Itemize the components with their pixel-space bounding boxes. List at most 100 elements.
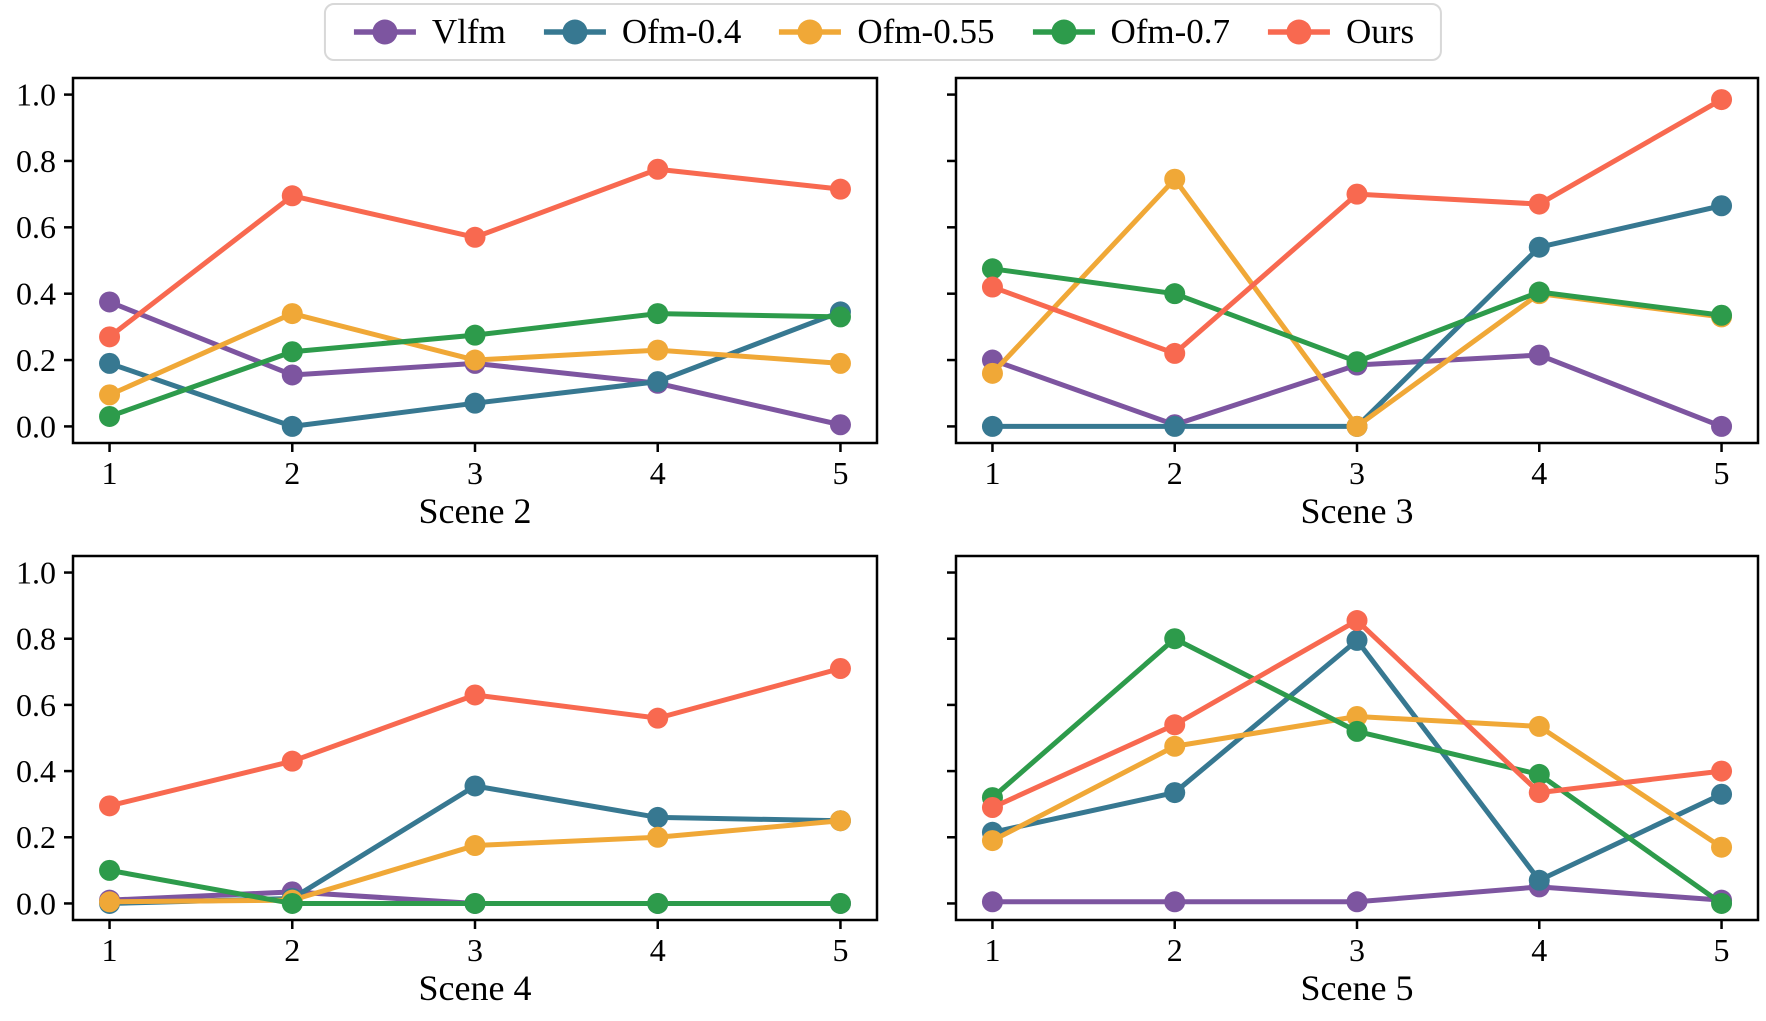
data-point-ofm-0.7: [464, 892, 486, 914]
data-point-vlfm: [1528, 344, 1550, 366]
data-point-ours: [1711, 760, 1733, 782]
x-tick-label: 5: [832, 932, 848, 968]
legend-entry-ofm-055: Ofm-0.55: [777, 13, 994, 51]
data-point-vlfm: [99, 291, 121, 313]
legend-label: Ofm-0.55: [857, 12, 995, 51]
data-point-ours: [464, 684, 486, 706]
series-line-ours: [107, 166, 843, 340]
x-tick-label: 2: [1167, 932, 1183, 968]
data-point-ofm-0.55: [1346, 415, 1368, 437]
data-point-ours: [1528, 782, 1550, 804]
x-tick-label: 4: [1531, 932, 1547, 968]
plot-title-scene-5: Scene 5: [1301, 968, 1414, 1008]
y-tick-label: 0.4: [16, 276, 56, 312]
legend-entry-ours: Ours: [1266, 13, 1414, 51]
series-line-ours: [989, 97, 1725, 356]
plot-scene-4: 0.0 0.2 0.4 0.6 0.8 1.0 1 2 3 4 5 Scene 4: [16, 554, 879, 1008]
data-point-ofm-0.4: [1164, 782, 1186, 804]
legend-label: Ours: [1346, 12, 1415, 51]
data-point-ofm-0.7: [1346, 351, 1368, 373]
x-tick-label: 4: [1531, 455, 1547, 491]
y-tick-label: 1.0: [16, 76, 56, 112]
line-marker-icon: [1268, 19, 1331, 45]
data-point-ofm-0.4: [647, 806, 669, 828]
y-tick-label: 0.6: [16, 209, 56, 245]
plot-frame: [954, 554, 1760, 922]
data-point-ofm-0.4: [1528, 869, 1550, 891]
y-tick-label: 0.6: [16, 687, 56, 723]
data-point-ofm-0.4: [1711, 783, 1733, 805]
data-point-ofm-0.4: [1346, 629, 1368, 651]
data-point-ofm-0.7: [647, 892, 669, 914]
legend-entry-ofm-04: Ofm-0.4: [542, 13, 741, 51]
y-tick-label: 0.0: [16, 408, 56, 444]
data-point-vlfm: [981, 891, 1003, 913]
data-point-ofm-0.55: [981, 362, 1003, 384]
data-point-ofm-0.4: [464, 775, 486, 797]
data-point-ofm-0.55: [464, 349, 486, 371]
data-point-vlfm: [1164, 891, 1186, 913]
x-tick-label: 4: [650, 455, 666, 491]
data-point-ours: [647, 707, 669, 729]
data-point-ofm-0.7: [1528, 763, 1550, 785]
data-point-ofm-0.55: [464, 835, 486, 857]
plot-scene-2: 0.0 0.2 0.4 0.6 0.8 1.0 1 2 3 4 5 Scene 2: [16, 76, 879, 531]
x-tick-label: 4: [650, 932, 666, 968]
y-tick-label: 0.0: [16, 885, 56, 921]
x-tick-label: 5: [832, 455, 848, 491]
x-tick-label: 1: [984, 455, 1000, 491]
data-point-ours: [981, 276, 1003, 298]
data-point-ofm-0.7: [1346, 720, 1368, 742]
data-point-ours: [829, 178, 851, 200]
data-point-ofm-0.55: [981, 830, 1003, 852]
data-point-ofm-0.4: [281, 415, 303, 437]
data-point-ofm-0.7: [981, 258, 1003, 280]
line-marker-icon: [353, 19, 416, 45]
data-point-ours: [1346, 610, 1368, 632]
x-tick-label: 5: [1714, 455, 1730, 491]
data-point-ours: [1711, 89, 1733, 111]
data-point-ofm-0.55: [1711, 836, 1733, 858]
series-line-ofm-0.7: [989, 636, 1725, 906]
data-point-ours: [281, 750, 303, 772]
x-tick-label: 3: [1349, 932, 1365, 968]
data-point-ofm-0.55: [647, 339, 669, 361]
data-point-vlfm: [281, 364, 303, 386]
data-point-ofm-0.4: [1164, 415, 1186, 437]
data-point-ours: [1346, 183, 1368, 205]
legend-entry-vlfm: Vlfm: [352, 13, 506, 51]
data-point-ofm-0.7: [281, 892, 303, 914]
x-tick-label: 2: [1167, 455, 1183, 491]
data-point-ofm-0.55: [647, 826, 669, 848]
data-point-ofm-0.7: [1164, 283, 1186, 305]
y-tick-label: 0.4: [16, 753, 56, 789]
data-point-ofm-0.7: [1528, 281, 1550, 303]
plot-title-scene-4: Scene 4: [419, 968, 532, 1008]
data-point-ofm-0.55: [829, 352, 851, 374]
x-tick-label: 1: [102, 455, 118, 491]
plot-frame: [71, 76, 879, 445]
data-point-ofm-0.55: [1164, 735, 1186, 757]
data-point-ofm-0.7: [464, 324, 486, 346]
data-point-ours: [829, 658, 851, 680]
data-point-ofm-0.7: [99, 859, 121, 881]
data-point-ofm-0.4: [647, 371, 669, 393]
data-point-ofm-0.4: [464, 392, 486, 414]
data-point-ours: [281, 185, 303, 207]
x-tick-label: 3: [1349, 455, 1365, 491]
data-point-ours: [1528, 193, 1550, 215]
data-point-ofm-0.7: [829, 892, 851, 914]
legend-label: Ofm-0.7: [1110, 12, 1231, 51]
data-point-ours: [981, 796, 1003, 818]
series-line-ofm-0.4: [989, 203, 1725, 429]
data-point-ofm-0.7: [647, 303, 669, 325]
x-tick-label: 1: [102, 932, 118, 968]
data-point-ofm-0.55: [1346, 705, 1368, 727]
data-point-ofm-0.55: [99, 891, 121, 913]
data-point-ofm-0.7: [99, 405, 121, 427]
data-point-vlfm: [1711, 415, 1733, 437]
x-tick-label: 5: [1714, 932, 1730, 968]
line-marker-icon: [1032, 19, 1095, 45]
data-point-ofm-0.55: [1164, 168, 1186, 190]
